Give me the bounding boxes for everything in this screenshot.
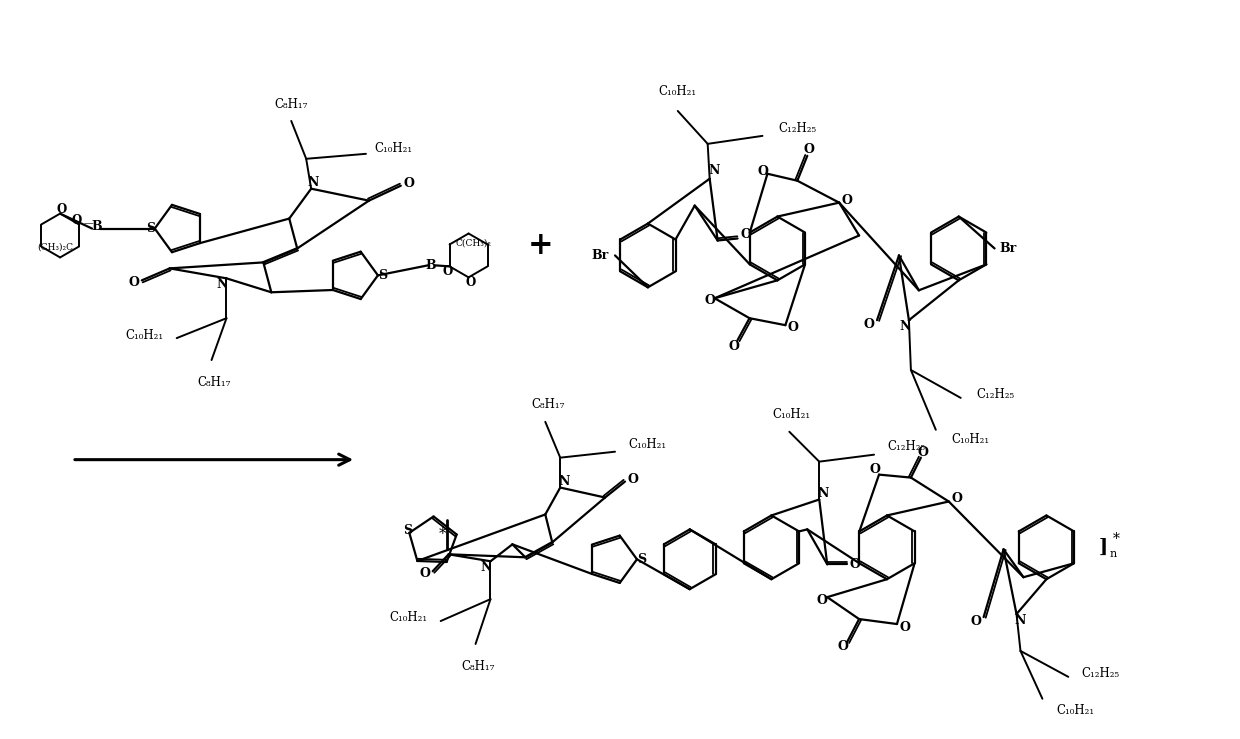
Text: O: O [804, 143, 815, 157]
Text: N: N [481, 561, 492, 573]
Text: C₈H₁₇: C₈H₁₇ [198, 376, 231, 389]
Text: C₁₀H₂₁: C₁₀H₂₁ [374, 143, 413, 155]
Text: C₁₂H₂₅: C₁₂H₂₅ [1081, 667, 1120, 681]
Text: N: N [1014, 613, 1027, 627]
Text: O: O [465, 276, 476, 289]
Text: O: O [869, 463, 880, 476]
Text: O: O [728, 340, 739, 353]
Text: O: O [443, 265, 453, 278]
Text: ]: ] [1099, 538, 1107, 556]
Text: C₁₀H₂₁: C₁₀H₂₁ [389, 610, 428, 624]
Text: Br: Br [999, 242, 1017, 255]
Text: C₈H₁₇: C₈H₁₇ [461, 661, 495, 673]
Text: O: O [704, 294, 715, 307]
Text: N: N [817, 487, 828, 500]
Text: O: O [129, 276, 139, 289]
Text: O: O [758, 166, 768, 178]
Text: O: O [787, 321, 799, 334]
Text: C₁₀H₂₁: C₁₀H₂₁ [773, 409, 811, 421]
Text: O: O [740, 228, 751, 241]
Text: C₁₀H₂₁: C₁₀H₂₁ [1056, 704, 1095, 718]
Text: O: O [403, 177, 414, 190]
Text: S: S [637, 553, 646, 566]
Text: O: O [899, 621, 910, 633]
Text: N: N [217, 278, 228, 291]
Text: B: B [92, 220, 102, 233]
Text: N: N [308, 176, 319, 189]
Text: C₁₂H₂₅: C₁₂H₂₅ [779, 123, 816, 135]
Text: N: N [899, 320, 910, 333]
Text: O: O [970, 615, 981, 627]
Text: O: O [838, 641, 848, 653]
Text: O: O [627, 473, 639, 486]
Text: C₈H₁₇: C₈H₁₇ [274, 98, 308, 111]
Text: *: * [439, 528, 446, 542]
Text: Br: Br [591, 249, 609, 262]
Text: N: N [708, 164, 719, 177]
Text: C₁₀H₂₁: C₁₀H₂₁ [658, 84, 697, 98]
Text: O: O [419, 567, 430, 579]
Text: N: N [558, 475, 570, 488]
Text: O: O [57, 203, 67, 216]
Text: S: S [146, 222, 155, 235]
Text: O: O [842, 194, 853, 207]
Text: O: O [72, 214, 82, 227]
Text: O: O [849, 558, 861, 571]
Text: S: S [378, 269, 387, 282]
Text: C₁₂H₂₅: C₁₂H₂₅ [888, 440, 926, 453]
Text: O: O [918, 446, 929, 459]
Text: C(CH₃)₂: C(CH₃)₂ [455, 239, 491, 248]
Text: +: + [527, 230, 553, 261]
Text: n: n [1110, 549, 1117, 559]
Text: (CH₃)₂C: (CH₃)₂C [37, 243, 73, 252]
Text: S: S [403, 525, 412, 537]
Text: C₁₀H₂₁: C₁₀H₂₁ [125, 329, 164, 341]
Text: B: B [425, 259, 436, 272]
Text: *: * [1112, 532, 1120, 546]
Text: —: — [83, 219, 93, 228]
Text: C₁₀H₂₁: C₁₀H₂₁ [629, 438, 667, 452]
Text: C₁₀H₂₁: C₁₀H₂₁ [951, 433, 990, 446]
Text: C₁₂H₂₅: C₁₂H₂₅ [977, 389, 1014, 401]
Text: O: O [863, 318, 874, 330]
Text: C₈H₁₇: C₈H₁₇ [532, 398, 565, 412]
Text: O: O [817, 593, 827, 607]
Text: O: O [951, 492, 962, 505]
